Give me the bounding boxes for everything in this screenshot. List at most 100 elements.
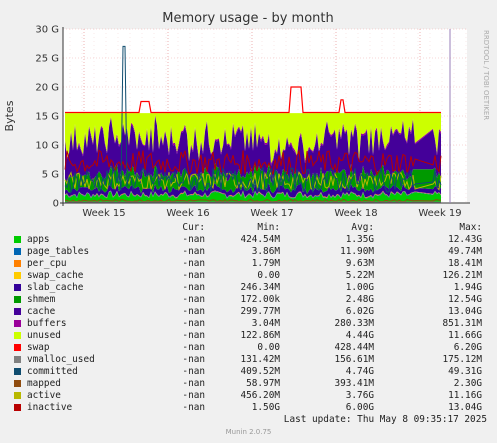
y-tick-label: 5 G <box>42 170 59 181</box>
legend-swatch <box>14 332 21 339</box>
legend-name: slab_cache <box>27 282 84 293</box>
x-tick-label: Week 15 <box>82 208 125 219</box>
legend-cur: -nan <box>182 354 205 365</box>
legend-cur: -nan <box>182 330 205 341</box>
col-cur: Cur: <box>182 222 205 233</box>
legend-swatch <box>14 392 21 399</box>
area-apps <box>65 191 441 203</box>
legend-min: 3.04M <box>251 318 280 329</box>
legend-cur: -nan <box>182 294 205 305</box>
legend-max: 6.20G <box>453 342 482 353</box>
legend-avg: 1.00G <box>345 282 374 293</box>
legend-min: 0.00 <box>257 270 280 281</box>
legend-avg: 5.22M <box>345 270 374 281</box>
legend-min: 424.54M <box>240 234 280 245</box>
legend-header: Cur: Min: Avg: Max: <box>12 222 492 234</box>
last-update: Last update: Thu May 8 09:35:17 2025 <box>283 414 487 425</box>
line-inactive <box>64 148 442 176</box>
legend-cur: -nan <box>182 390 205 401</box>
legend-avg: 6.02G <box>345 306 374 317</box>
area-unused <box>65 113 441 164</box>
legend-swatch <box>14 380 21 387</box>
legend-min: 456.20M <box>240 390 280 401</box>
legend-min: 58.97M <box>246 378 280 389</box>
line-mapped <box>64 198 442 203</box>
legend-max: 12.43G <box>448 234 482 245</box>
rrdtool-credit: RRDTOOL / TOBI OETIKER <box>482 30 490 120</box>
legend-name: swap_cache <box>27 270 84 281</box>
legend-cur: -nan <box>182 378 205 389</box>
legend-swatch <box>14 272 21 279</box>
legend-row: buffers -nan 3.04M 280.33M 851.31M <box>12 318 492 330</box>
y-tick-label: 30 G <box>35 25 59 36</box>
legend-name: active <box>27 390 61 401</box>
x-tick-label: Week 18 <box>334 208 377 219</box>
legend-swatch <box>14 344 21 351</box>
x-tick-label: Week 17 <box>250 208 293 219</box>
legend-min: 122.86M <box>240 330 280 341</box>
legend-row: unused -nan 122.86M 4.44G 11.66G <box>12 330 492 342</box>
legend-min: 1.50G <box>251 402 280 413</box>
line-swap <box>65 86 441 114</box>
legend-row: mapped -nan 58.97M 393.41M 2.30G <box>12 378 492 390</box>
legend-cur: -nan <box>182 318 205 329</box>
legend-cur: -nan <box>182 258 205 269</box>
legend-avg: 3.76G <box>345 390 374 401</box>
legend-name: shmem <box>27 294 56 305</box>
legend-max: 175.12M <box>442 354 482 365</box>
legend-swatch <box>14 368 21 375</box>
area-cache <box>65 115 441 185</box>
y-tick-labels: 0 5 G 10 G 15 G 20 G 25 G 30 G <box>35 25 59 210</box>
legend-cur: -nan <box>182 282 205 293</box>
chart-title: Memory usage - by month <box>162 11 333 26</box>
legend-name: inactive <box>27 402 73 413</box>
legend-cur: -nan <box>182 402 205 413</box>
legend-avg: 11.90M <box>340 246 374 257</box>
legend-cur: -nan <box>182 306 205 317</box>
legend-max: 49.31G <box>448 366 482 377</box>
legend-avg: 393.41M <box>334 378 374 389</box>
legend-cur: -nan <box>182 342 205 353</box>
legend-cur: -nan <box>182 366 205 377</box>
legend-max: 851.31M <box>442 318 482 329</box>
legend-avg: 280.33M <box>334 318 374 329</box>
legend-row: shmem -nan 172.00k 2.48G 12.54G <box>12 294 492 306</box>
legend-row: vmalloc_used -nan 131.42M 156.61M 175.12M <box>12 354 492 366</box>
legend-row: cache -nan 299.77M 6.02G 13.04G <box>12 306 492 318</box>
series-lines <box>64 45 442 203</box>
legend-swatch <box>14 404 21 411</box>
legend-max: 1.94G <box>453 282 482 293</box>
legend-min: 131.42M <box>240 354 280 365</box>
legend-swatch <box>14 308 21 315</box>
y-tick-label: 0 <box>53 199 59 210</box>
y-tick-label: 10 G <box>35 141 59 152</box>
legend-swatch <box>14 236 21 243</box>
legend-name: cache <box>27 306 56 317</box>
y-axis-label: Bytes <box>3 100 16 131</box>
legend-row: committed -nan 409.52M 4.74G 49.31G <box>12 366 492 378</box>
legend-row: apps -nan 424.54M 1.35G 12.43G <box>12 234 492 246</box>
legend-min: 299.77M <box>240 306 280 317</box>
legend-min: 1.79M <box>251 258 280 269</box>
legend-max: 12.54G <box>448 294 482 305</box>
legend-name: mapped <box>27 378 61 389</box>
legend-max: 49.74M <box>448 246 482 257</box>
legend-min: 3.86M <box>251 246 280 257</box>
legend-max: 11.66G <box>448 330 482 341</box>
legend-row: swap_cache -nan 0.00 5.22M 126.21M <box>12 270 492 282</box>
legend-max: 13.04G <box>448 306 482 317</box>
legend-name: page_tables <box>27 246 90 257</box>
area-page_tables <box>65 190 441 199</box>
legend-table: Cur: Min: Avg: Max: apps -nan 424.54M 1.35G… <box>12 222 492 414</box>
legend-max: 18.41M <box>448 258 482 269</box>
legend-avg: 4.44G <box>345 330 374 341</box>
legend-avg: 6.00G <box>345 402 374 413</box>
legend-avg: 156.61M <box>334 354 374 365</box>
col-avg: Avg: <box>351 222 374 233</box>
legend-avg: 9.63M <box>345 258 374 269</box>
legend-swatch <box>14 248 21 255</box>
legend-min: 246.34M <box>240 282 280 293</box>
chart-canvas: Memory usage - by month Bytes RRDTOOL / … <box>3 11 490 219</box>
legend-row: active -nan 456.20M 3.76G 11.16G <box>12 390 492 402</box>
legend-row: per_cpu -nan 1.79M 9.63M 18.41M <box>12 258 492 270</box>
